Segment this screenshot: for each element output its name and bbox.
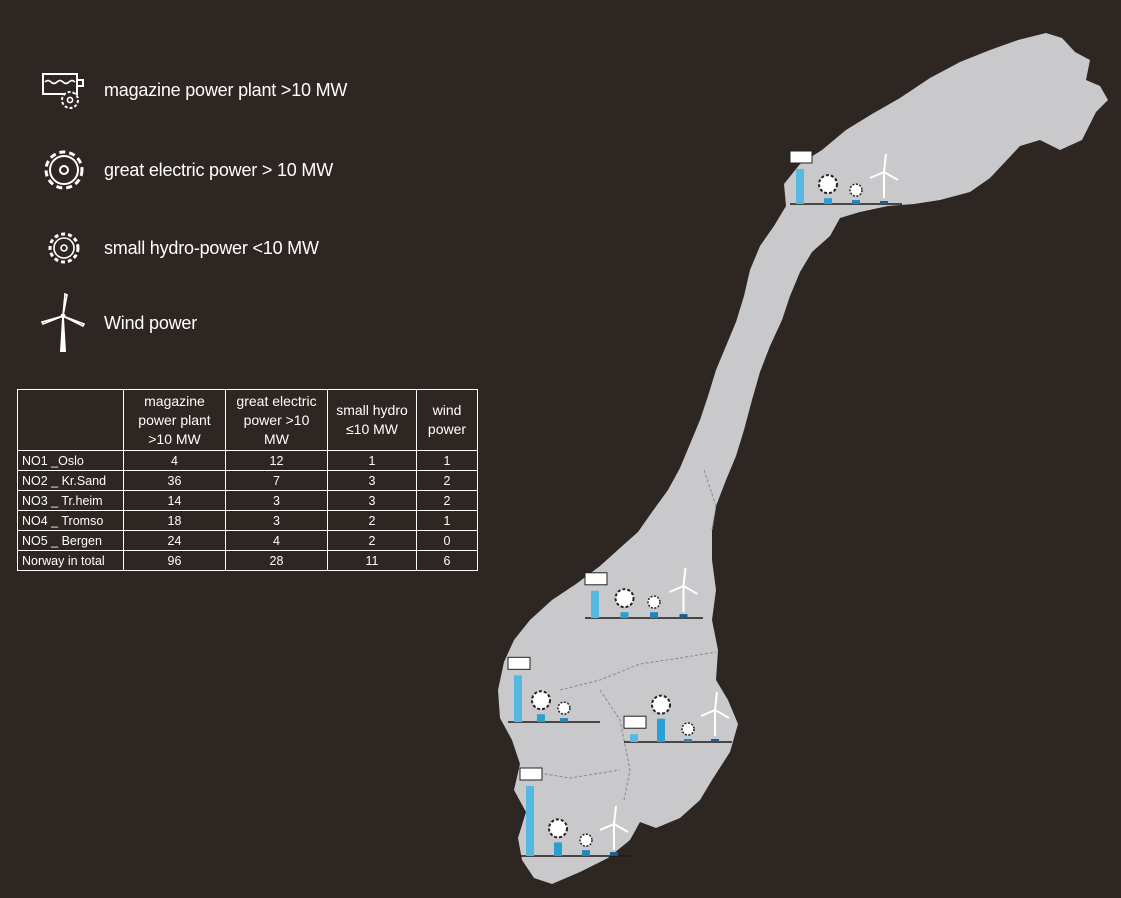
region-icons	[789, 150, 899, 198]
great-electric-power-icon	[651, 694, 671, 715]
map-bar	[880, 201, 888, 204]
legend-great: great electric power > 10 MW	[36, 142, 333, 198]
table-header: magazine power plant >10 MW	[123, 389, 226, 451]
table-header: great electric power >10 MW	[225, 389, 328, 451]
magazine-power-plant-icon	[36, 62, 92, 118]
map-bar	[514, 675, 522, 722]
map-bar	[824, 198, 832, 204]
table-cell: NO5 _ Bergen	[17, 530, 124, 551]
region-bars	[507, 656, 600, 723]
magazine-power-plant-icon	[789, 150, 813, 164]
table-row: Norway in total 96 28 11 6	[17, 550, 478, 571]
table-row: NO2 _ Kr.Sand 36 7 3 2	[17, 470, 478, 491]
great-electric-power-icon	[531, 690, 551, 711]
wind-power-icon	[869, 153, 899, 198]
map-bar	[657, 718, 665, 742]
map-bar	[679, 614, 688, 618]
legend-label: small hydro-power <10 MW	[104, 237, 319, 258]
small-hydro-power-icon	[681, 722, 695, 736]
legend-wind: Wind power	[36, 292, 198, 352]
great-electric-power-icon	[818, 174, 838, 195]
region-icons	[623, 691, 730, 736]
region-bars	[584, 567, 703, 619]
map-bar	[852, 200, 860, 204]
region-icons	[519, 767, 629, 850]
table-cell: NO1 _Oslo	[17, 450, 124, 471]
table-row: NO3 _ Tr.heim 14 3 3 2	[17, 490, 478, 511]
legend-label: great electric power > 10 MW	[104, 159, 333, 180]
map-bar	[537, 714, 545, 722]
map-bar	[554, 842, 562, 856]
table-cell: 28	[225, 550, 328, 571]
map-bar	[630, 734, 638, 742]
map-bar	[610, 852, 618, 856]
wind-power-icon	[36, 292, 92, 352]
table-cell: 11	[327, 550, 417, 571]
map-bar	[560, 718, 568, 722]
table-cell: NO2 _ Kr.Sand	[17, 470, 124, 491]
region-bars	[789, 150, 902, 205]
table-header: small hydro ≤10 MW	[327, 389, 417, 451]
small-hydro-power-icon	[557, 701, 571, 715]
small-hydro-power-icon	[36, 220, 92, 276]
legend-label: Wind power	[104, 312, 198, 333]
wind-power-icon	[599, 805, 629, 850]
table-cell: NO3 _ Tr.heim	[17, 490, 124, 511]
region-bars	[623, 691, 732, 743]
region-icons	[584, 567, 698, 612]
map-bar	[796, 169, 804, 204]
table-header-row: magazine power plant >10 MW great electr…	[17, 389, 478, 451]
small-hydro-power-icon	[647, 595, 661, 609]
table-row: NO5 _ Bergen 24 4 2 0	[17, 530, 478, 551]
table-row: NO1 _Oslo 4 12 1 1	[17, 450, 478, 471]
map-bar	[582, 850, 590, 856]
region-icons	[507, 656, 571, 715]
legend-magazine: magazine power plant >10 MW	[36, 62, 347, 118]
norway-landmass	[498, 33, 1108, 884]
small-hydro-power-icon	[579, 833, 593, 847]
table-cell: 6	[416, 550, 478, 571]
table-header: wind power	[416, 389, 478, 451]
legend-label: magazine power plant >10 MW	[104, 79, 348, 100]
wind-power-icon	[669, 567, 698, 612]
table-cell: 14	[123, 490, 226, 511]
legend-small: small hydro-power <10 MW	[36, 220, 319, 276]
map-bar	[711, 739, 719, 742]
great-electric-power-icon	[614, 588, 635, 609]
map-bar	[684, 739, 692, 742]
magazine-power-plant-icon	[623, 715, 647, 729]
wind-power-icon	[700, 691, 730, 736]
table-header	[17, 389, 124, 451]
map-bar	[591, 590, 599, 618]
magazine-power-plant-icon	[584, 572, 608, 586]
map-bar	[526, 786, 534, 856]
magazine-power-plant-icon	[519, 767, 543, 781]
table-cell: 96	[123, 550, 226, 571]
small-hydro-power-icon	[849, 183, 863, 197]
map-bar	[650, 612, 658, 618]
map-bar	[620, 612, 629, 618]
great-electric-power-icon	[548, 818, 568, 839]
region-bars	[519, 767, 632, 857]
magazine-power-plant-icon	[507, 656, 531, 670]
power-plants-table: magazine power plant >10 MW great electr…	[17, 389, 478, 571]
great-electric-power-icon	[36, 142, 92, 198]
